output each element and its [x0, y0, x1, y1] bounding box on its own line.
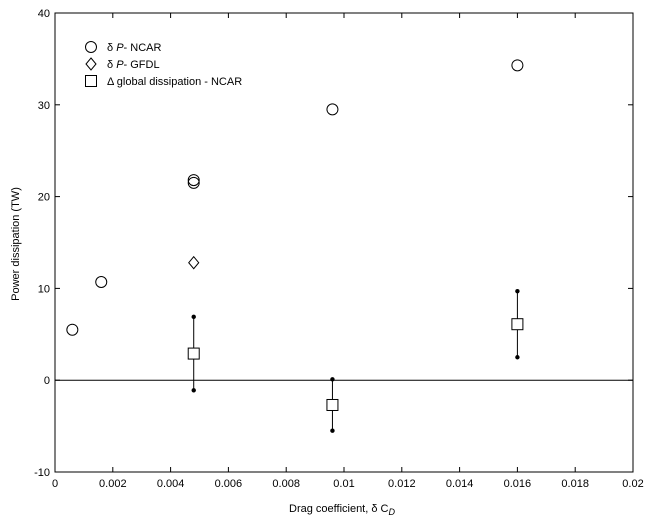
y-tick-label: 20: [38, 192, 50, 204]
data-point-square: [511, 318, 524, 331]
legend-marker-circle: [85, 41, 97, 53]
legend-label-italic: P: [116, 42, 124, 54]
x-tick-label: 0.016: [504, 478, 532, 490]
data-point-circle: [187, 174, 200, 187]
data-point-circle: [95, 275, 108, 288]
error-cap-low: [330, 428, 335, 433]
legend-label: δ P- GFDL: [107, 59, 160, 71]
error-cap-high: [330, 377, 335, 382]
legend-label-prefix: δ: [107, 59, 116, 71]
legend-label: δ P- NCAR: [107, 42, 161, 54]
x-tick-label: 0.01: [333, 478, 354, 490]
legend-marker-diamond: [85, 57, 97, 71]
x-axis-title-subscript: D: [388, 507, 395, 516]
x-tick-label: 0: [52, 478, 58, 490]
legend-label-suffix: - GFDL: [124, 59, 160, 71]
error-cap-high: [191, 314, 196, 320]
y-tick-label: -10: [34, 467, 50, 479]
x-axis-title: Drag coefficient, δ CD: [289, 503, 395, 516]
x-tick-label: 0.014: [446, 478, 474, 490]
error-cap-low: [191, 388, 196, 393]
x-tick-label: 0.02: [622, 478, 643, 490]
legend-label: Δ global dissipation - NCAR: [107, 76, 242, 88]
data-point-circle: [66, 323, 79, 336]
x-tick-label: 0.002: [99, 478, 127, 490]
y-axis-title: Power dissipation (TW): [10, 187, 22, 301]
y-tick-label: 0: [44, 375, 50, 387]
data-point-diamond: [188, 255, 200, 270]
legend-marker-square: [85, 75, 97, 87]
legend-label-prefix: Δ global dissipation - NCAR: [107, 76, 242, 88]
legend-label-italic: P: [116, 59, 124, 71]
y-tick-label: 30: [38, 100, 50, 112]
x-tick-label: 0.006: [215, 478, 243, 490]
error-cap-high: [515, 288, 520, 294]
y-axis-ticks: -10 0 10 20 30 40: [34, 8, 633, 479]
x-axis-ticks: 0 0.002 0.004 0.006 0.008 0.01 0.012 0.014 0.016…: [52, 13, 644, 490]
x-tick-label: 0.012: [388, 478, 416, 490]
data-markers: [66, 59, 524, 411]
error-bars: [191, 288, 520, 433]
x-tick-label: 0.008: [272, 478, 300, 490]
data-point-circle: [511, 59, 524, 72]
data-point-circle: [187, 176, 200, 189]
legend-label-suffix: - NCAR: [124, 42, 162, 54]
x-tick-label: 0.018: [561, 478, 589, 490]
legend-label-prefix: δ: [107, 42, 116, 54]
y-tick-label: 10: [38, 283, 50, 295]
error-cap-low: [515, 355, 520, 360]
y-tick-label: 40: [38, 8, 50, 20]
data-point-circle: [326, 103, 339, 116]
data-point-square: [187, 347, 200, 360]
data-point-square: [326, 398, 339, 411]
x-tick-label: 0.004: [157, 478, 185, 490]
